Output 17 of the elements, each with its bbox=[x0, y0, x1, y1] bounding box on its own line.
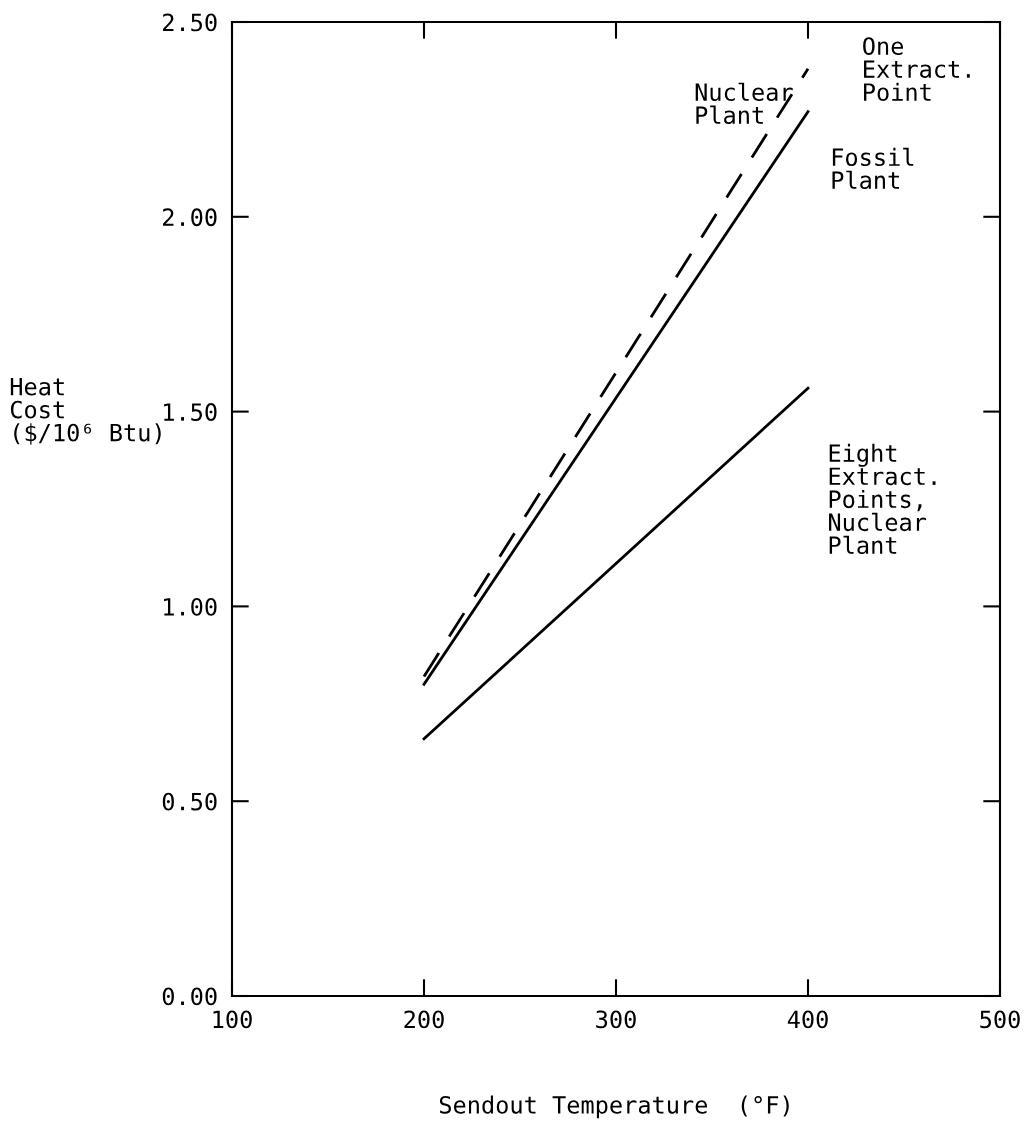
y-tick-label: 1.00 bbox=[164, 597, 217, 616]
y-tick-label: 1.50 bbox=[164, 403, 217, 421]
x-tick-label: 100 bbox=[213, 1010, 252, 1029]
y-tick-label: 0.00 bbox=[162, 987, 217, 1006]
x-axis-title: Sendout Temperature (°F) bbox=[439, 1095, 789, 1119]
annotation: One Extract. Point bbox=[863, 37, 970, 101]
text: Eight Extract. Points, Nuclear Plant bbox=[829, 443, 936, 555]
series-label: Fossil Plant bbox=[832, 147, 914, 190]
y-tick-label: 2.50 bbox=[163, 13, 217, 32]
x-tick-label: 400 bbox=[787, 1010, 828, 1029]
x-tick-label: 200 bbox=[404, 1010, 444, 1029]
y-tick-label: 2.00 bbox=[163, 208, 217, 227]
y-axis-title: Heat Cost ($/10⁶ Btu) bbox=[10, 377, 161, 445]
x-tick-label: 300 bbox=[596, 1010, 636, 1029]
series-label: Nuclear Plant bbox=[695, 82, 793, 125]
y-tick-label: 0.50 bbox=[162, 792, 217, 811]
x-tick-label: 500 bbox=[980, 1010, 1020, 1029]
